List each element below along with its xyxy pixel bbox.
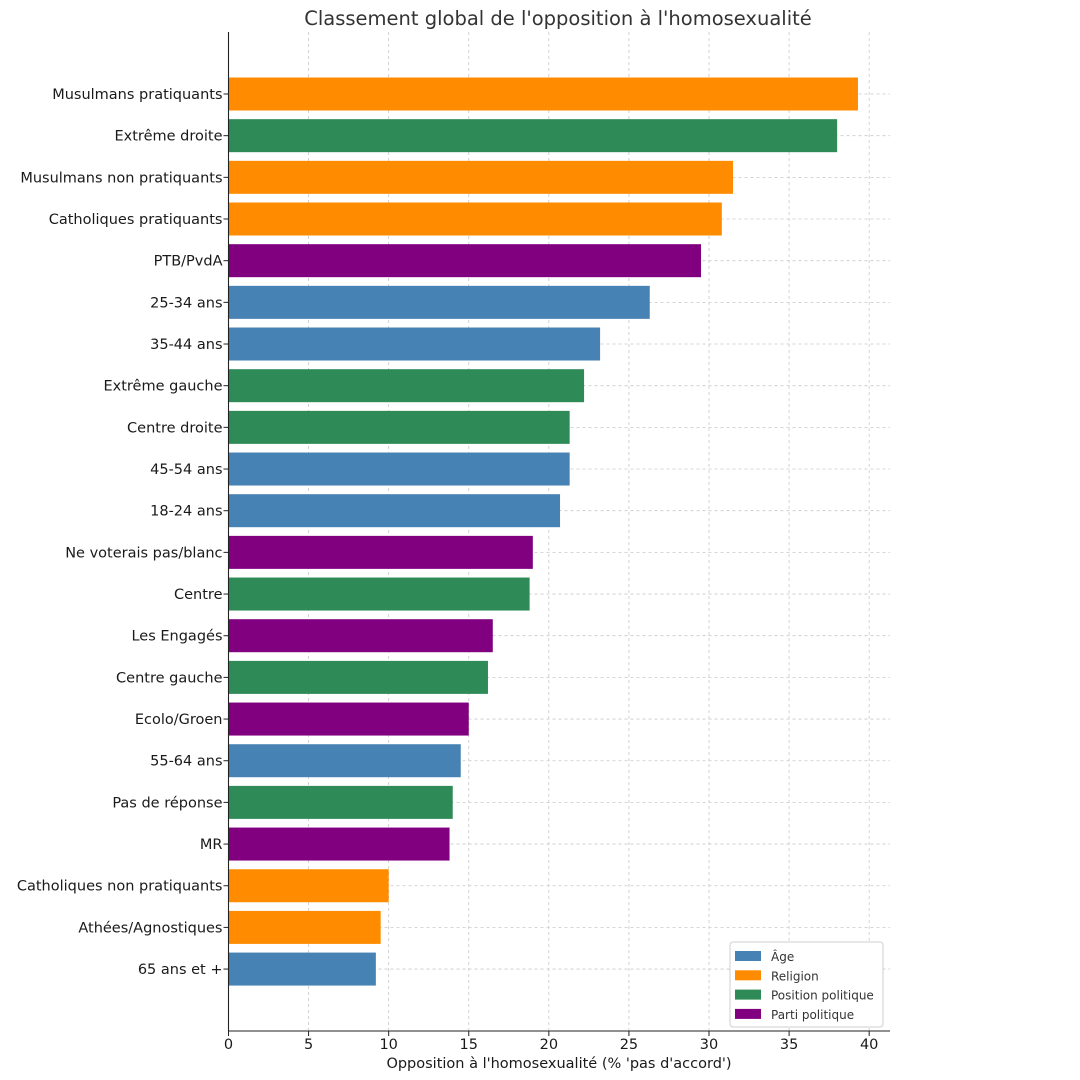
- y-tick-label: 18-24 ans: [150, 504, 222, 520]
- bar: [228, 369, 585, 403]
- y-tick-label: Pas de réponse: [112, 795, 222, 811]
- y-tick-label: 25-34 ans: [150, 295, 222, 311]
- bar: [228, 744, 461, 778]
- bar: [228, 202, 722, 236]
- y-tick-label: Centre droite: [127, 420, 223, 436]
- bar: [228, 577, 530, 611]
- bar: [228, 827, 450, 861]
- bar: [228, 119, 838, 153]
- bar: [228, 327, 601, 361]
- x-axis-label: Opposition à l'homosexualité (% 'pas d'a…: [386, 1056, 731, 1072]
- bar: [228, 452, 570, 486]
- y-tick-label: Centre: [174, 587, 223, 603]
- legend: Âge Religion Position politique Parti polit…: [729, 941, 884, 1028]
- y-tick-label: Les Engagés: [131, 629, 222, 645]
- x-tick-label: 5: [304, 1037, 313, 1053]
- legend-label: Position politique: [771, 989, 874, 1003]
- chart-title: Classement global de l'opposition à l'ho…: [304, 7, 812, 30]
- y-tick-label: 65 ans et +: [138, 962, 223, 978]
- y-tick-label: Catholiques pratiquants: [49, 212, 223, 228]
- y-tick-label: Ne voterais pas/blanc: [65, 545, 222, 561]
- bar: [228, 244, 701, 278]
- y-tick-label: Extrême droite: [115, 129, 223, 145]
- legend-label: Religion: [771, 969, 819, 983]
- bar: [228, 77, 858, 111]
- y-tick-labels: Musulmans pratiquants Extrême droite Musul…: [17, 87, 229, 978]
- y-tick-label: 55-64 ans: [150, 754, 222, 770]
- x-tick-label: 20: [540, 1037, 558, 1053]
- y-tick-label: 35-44 ans: [150, 337, 222, 353]
- bar: [228, 869, 389, 903]
- y-tick-label: PTB/PvdA: [154, 254, 223, 270]
- legend-label: Âge: [771, 949, 794, 964]
- y-tick-label: Catholiques non pratiquants: [17, 879, 223, 895]
- bars: [228, 77, 858, 986]
- bar: [228, 910, 381, 944]
- bar: [228, 285, 650, 319]
- y-tick-label: Athées/Agnostiques: [78, 920, 222, 936]
- bar: [228, 702, 469, 736]
- y-tick-label: Centre gauche: [116, 670, 223, 686]
- y-tick-label: Musulmans non pratiquants: [20, 170, 222, 186]
- bar: [228, 660, 488, 694]
- x-tick-labels: 0 5 10 15 20 25 30 35 40: [224, 1031, 878, 1053]
- legend-label: Parti politique: [771, 1008, 854, 1022]
- legend-swatch: [735, 989, 761, 1000]
- legend-swatch: [735, 970, 761, 981]
- bar: [228, 410, 570, 444]
- legend-swatch: [735, 951, 761, 961]
- x-tick-label: 15: [460, 1037, 478, 1053]
- legend-box: [729, 941, 884, 1028]
- bar: [228, 785, 453, 819]
- x-tick-label: 30: [700, 1037, 718, 1053]
- x-tick-label: 0: [224, 1037, 233, 1053]
- x-tick-label: 40: [860, 1037, 878, 1053]
- x-tick-label: 10: [379, 1037, 397, 1053]
- bar: [228, 619, 493, 653]
- bar: [228, 160, 734, 194]
- bar: [228, 494, 561, 528]
- bar: [228, 535, 533, 569]
- y-tick-label: Ecolo/Groen: [135, 712, 223, 728]
- y-tick-label: 45-54 ans: [150, 462, 222, 478]
- bar: [228, 952, 376, 986]
- legend-swatch: [735, 1008, 761, 1019]
- y-tick-label: MR: [200, 837, 223, 853]
- x-tick-label: 25: [620, 1037, 638, 1053]
- x-tick-label: 35: [780, 1037, 798, 1053]
- y-tick-label: Extrême gauche: [103, 379, 222, 395]
- y-tick-label: Musulmans pratiquants: [52, 87, 222, 103]
